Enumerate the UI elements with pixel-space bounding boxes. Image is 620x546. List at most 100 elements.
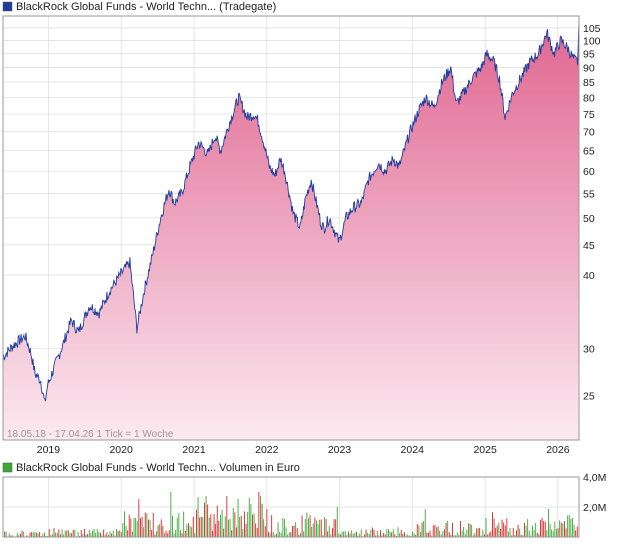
volume-bar [429,530,431,537]
volume-bar [32,532,34,537]
volume-bar [284,519,285,537]
volume-bar [92,530,93,537]
volume-bar [66,530,68,537]
volume-bar [58,529,60,537]
volume-bar [8,533,10,537]
price-x-tick-label: 2021 [182,444,206,456]
volume-bar [199,517,201,537]
volume-bar [258,492,260,537]
price-x-tick-label: 2023 [328,444,352,456]
blue-square-icon [2,1,13,12]
volume-bar [280,533,282,537]
volume-bar [202,517,204,537]
volume-bar [52,534,53,537]
volume-bar [434,524,436,537]
volume-bar [12,535,13,537]
volume-y-tick-label: 2,0M [583,502,606,514]
volume-bar [210,514,212,537]
volume-bar [508,531,509,537]
volume-bar [551,529,553,537]
price-chart-title: BlackRock Global Funds - World Techn... … [16,1,276,13]
volume-bar [455,535,457,537]
volume-bar [325,519,327,537]
volume-bar [528,530,530,537]
volume-bar [274,534,276,537]
volume-bar [565,528,567,537]
volume-bar [514,534,516,537]
volume-bar [349,533,351,537]
volume-bar [317,524,319,537]
volume-bar [495,527,497,537]
volume-bar [536,532,538,537]
volume-bar [468,523,469,537]
volume-bar [303,531,305,537]
volume-bar [304,519,306,537]
volume-bar [407,534,409,537]
volume-bar [263,519,265,537]
volume-bars [4,492,578,537]
volume-bar [148,519,149,537]
volume-bar [552,531,554,537]
price-y-tick-label: 90 [583,62,595,74]
volume-bar [410,535,412,537]
price-x-tick-label: 2020 [109,444,133,456]
volume-bar [248,497,250,537]
price-x-tick-label: 2026 [546,444,570,456]
volume-bar [512,528,514,537]
volume-bar [50,534,52,537]
volume-bar [260,495,261,537]
price-y-tick-label: 100 [583,35,601,47]
volume-bar [154,534,156,537]
volume-bar [548,509,549,537]
volume-bar [130,518,132,537]
volume-bar [503,522,505,537]
volume-bar [527,519,529,537]
volume-bar [445,523,447,537]
volume-bar [271,515,273,537]
volume-bar [237,498,239,537]
volume-bar [298,534,300,537]
volume-bar [517,524,519,537]
volume-bar [320,519,322,537]
volume-bar [224,516,226,537]
volume-bar [184,531,186,537]
volume-bar [213,514,215,537]
volume-bar [375,535,377,537]
volume-bar [36,532,37,537]
volume-bar [412,531,413,537]
volume-bar [285,527,287,537]
volume-bar [309,515,311,537]
volume-bar [69,533,71,537]
volume-bar [464,533,466,537]
price-x-tick-label: 2019 [37,444,61,456]
volume-bar [416,524,418,537]
volume-bar [306,512,308,537]
volume-bar [125,525,127,537]
price-y-tick-label: 60 [583,166,595,178]
volume-bar [5,531,7,537]
volume-bar [112,530,114,537]
volume-bar [79,535,81,537]
volume-bar [400,529,402,537]
volume-bar [16,533,18,537]
volume-bar [439,530,441,537]
volume-bar [127,530,129,537]
volume-bar [120,532,122,537]
volume-bar [520,534,522,537]
volume-bar [404,532,405,537]
volume-bar [55,532,57,537]
volume-bar [324,517,325,537]
volume-bar [218,520,220,537]
volume-bar [68,530,69,537]
volume-bar [10,535,12,537]
volume-bar [290,532,292,537]
volume-bar [228,519,229,537]
volume-bar [60,534,61,537]
volume-bar [226,495,228,537]
volume-bar [287,534,289,537]
volume-bar [423,521,425,537]
volume-bar [250,504,252,537]
volume-bar [101,535,103,537]
volume-bar [194,532,196,537]
volume-bar [200,516,202,537]
